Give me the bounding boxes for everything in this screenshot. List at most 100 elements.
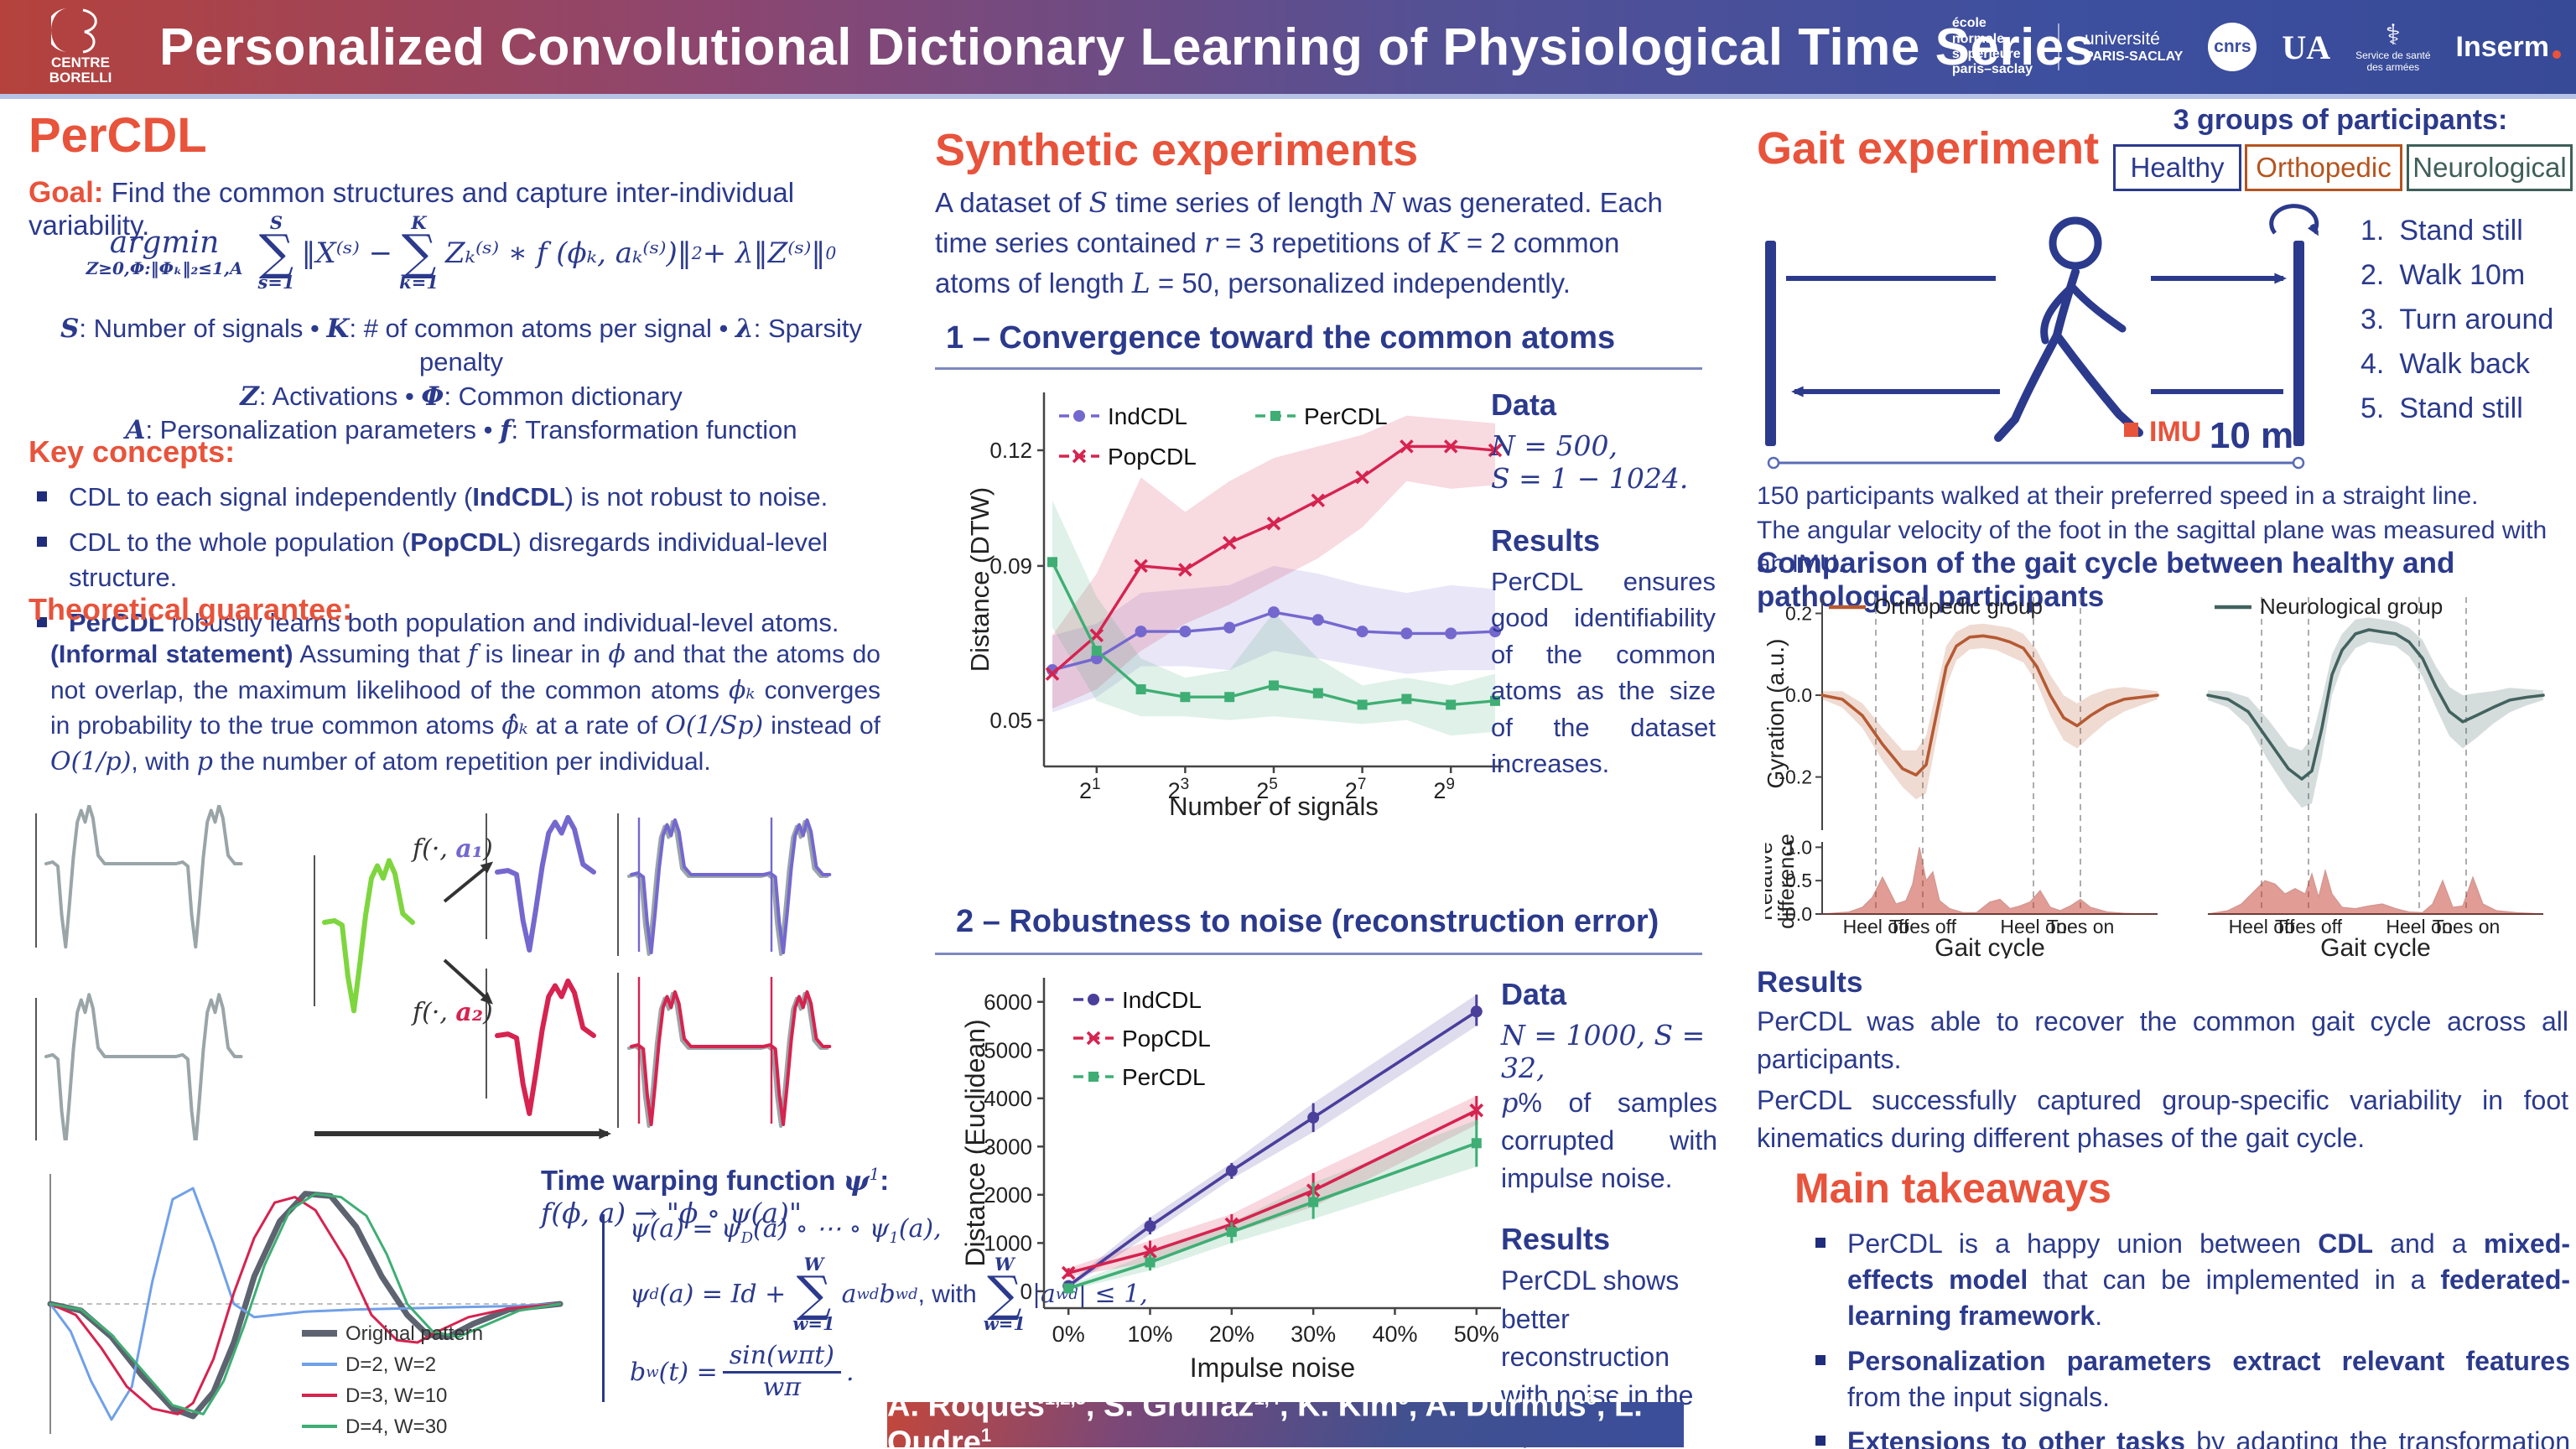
- svg-text:4000: 4000: [984, 1086, 1032, 1111]
- group-box-neurological: Neurological: [2407, 144, 2573, 191]
- percdl-title: PerCDL: [29, 108, 207, 163]
- warp-eq-1: ψ(a) = ψD(a) ∘ ⋯ ∘ ψ1(a),: [630, 1214, 942, 1247]
- protocol-text: 150 participants walked at their preferr…: [1757, 480, 2570, 582]
- theoretical-guarantee-label: Theoretical guarantee:: [29, 592, 353, 626]
- bullet-icon: [37, 616, 47, 627]
- svg-text:0.0: 0.0: [1785, 684, 1812, 706]
- protocol-step: 4. Walk back: [2360, 348, 2530, 380]
- synthetic-intro: A dataset of S time series of length N w…: [935, 186, 1663, 299]
- exp2-data-label: Data: [1501, 977, 1567, 1011]
- svg-text:30%: 30%: [1291, 1322, 1336, 1347]
- ens-paris-saclay-logo: école normale supérieure paris–saclay: [1951, 16, 2033, 77]
- gait-experiment-title: Gait experiment: [1757, 123, 2100, 174]
- exp1-results-text: PerCDL ensures good identifiability of t…: [1491, 567, 1716, 778]
- formula-definitions: S: Number of signals • K: # of common at…: [17, 312, 906, 447]
- exp2-data-block: Data N = 1000, S = 32, p% of samples cor…: [1501, 977, 1717, 1449]
- logo-separator: [2057, 23, 2059, 70]
- svg-text:IMU: IMU: [2149, 416, 2201, 448]
- svg-text:40%: 40%: [1372, 1322, 1417, 1347]
- takeaway-1: PerCDL is a happy union between CDL and …: [1847, 1228, 2571, 1332]
- takeaways-list: PerCDL is a happy union between CDL and …: [1815, 1226, 2570, 1449]
- groups-label: 3 groups of participants:: [2173, 104, 2508, 136]
- protocol-line1: 150 participants walked at their preferr…: [1757, 482, 2479, 510]
- key-concept-1: CDL to each signal independently (IndCDL…: [69, 482, 828, 512]
- svg-text:Heel off: Heel off: [1843, 916, 1909, 937]
- poster-title: Personalized Convolutional Dictionary Le…: [159, 18, 2094, 76]
- walking-protocol-diagram: IMU 10 m: [1765, 204, 2319, 470]
- atoms-illustration: [35, 805, 832, 1140]
- time-warping-chart: Original pattern D=2, W=2 D=3, W=10 D=4, W=…: [47, 1174, 564, 1438]
- svg-text:PerCDL: PerCDL: [1304, 403, 1388, 429]
- svg-text:0.0: 0.0: [1785, 903, 1812, 925]
- exp1-data-line2: S = 1 − 1024.: [1491, 462, 1689, 495]
- comparison-title: Comparison of the gait cycle between hea…: [1757, 547, 2455, 613]
- exp2-data-line1: N = 1000, S = 32,: [1501, 1019, 1706, 1084]
- gait-results-line1: PerCDL was able to recover the common ga…: [1757, 1006, 2568, 1075]
- exp1-data-label: Data: [1491, 387, 1557, 422]
- key-concepts-label: Key concepts:: [29, 434, 236, 469]
- svg-text:50%: 50%: [1454, 1322, 1499, 1347]
- bullet-icon: [37, 536, 47, 547]
- svg-text:1000: 1000: [984, 1230, 1032, 1255]
- ua-logo: UA: [2282, 28, 2331, 66]
- svg-text:Gait cycle: Gait cycle: [1935, 934, 2045, 958]
- bullet-icon: [1815, 1435, 1826, 1446]
- bullet-icon: [37, 491, 47, 501]
- theoretical-guarantee-text: (Informal statement) Assuming that f is …: [50, 640, 880, 776]
- protocol-step: 5. Stand still: [2360, 392, 2523, 424]
- svg-text:Distance (Euclidean): Distance (Euclidean): [960, 1019, 990, 1266]
- authors-text: A. Roques1,2,3, S. Gruffaz1,4, K. Kim5, …: [887, 1388, 1643, 1449]
- key-concept-3: PerCDL robustly learns both population a…: [69, 607, 839, 637]
- svg-text:Number of signals: Number of signals: [1169, 792, 1379, 821]
- bullet-icon: [1815, 1354, 1826, 1365]
- subsection-2-underline: [935, 953, 1702, 955]
- svg-text:Neurological group: Neurological group: [2260, 594, 2443, 619]
- svg-text:IndCDL: IndCDL: [1108, 403, 1187, 429]
- header-divider: [0, 94, 2576, 99]
- protocol-step: 2. Walk 10m: [2360, 259, 2526, 291]
- definition-line-2: penalty: [419, 347, 503, 377]
- svg-text:difference: difference: [1774, 834, 1799, 929]
- svg-text:PopCDL: PopCDL: [1122, 1026, 1211, 1052]
- svg-text:6000: 6000: [984, 989, 1032, 1015]
- key-concept-2: CDL to the whole population (PopCDL) dis…: [69, 527, 828, 592]
- exp1-data-line1: N = 500,: [1491, 429, 1618, 462]
- svg-text:Orthopedic group: Orthopedic group: [1874, 594, 2043, 619]
- definition-line-4: A: Personalization parameters • f: Trans…: [125, 414, 797, 445]
- goal-line: Goal: Find the common structures and cap…: [29, 176, 901, 242]
- protocol-step: 1. Stand still: [2360, 215, 2523, 247]
- svg-text:0: 0: [1021, 1279, 1032, 1304]
- svg-text:0.09: 0.09: [989, 553, 1032, 579]
- goal-text: Find the common structures and capture i…: [29, 177, 795, 241]
- takeaway-2: Personalization parameters extract relev…: [1847, 1345, 2570, 1412]
- svg-text:2000: 2000: [984, 1182, 1032, 1208]
- subsection-1-underline: [935, 367, 1702, 370]
- svg-text:D=2, W=2: D=2, W=2: [345, 1353, 436, 1376]
- transform-label-1: f(·, a₁): [413, 834, 493, 864]
- svg-text:PerCDL: PerCDL: [1122, 1064, 1206, 1090]
- svg-text:Toes off: Toes off: [1889, 916, 1957, 937]
- gait-results-label: Results: [1757, 966, 1863, 999]
- synthetic-experiments-title: Synthetic experiments: [935, 125, 1419, 175]
- header-bar: [0, 0, 2576, 94]
- logo-left-line2: BORELLI: [49, 69, 112, 86]
- definition-line-1: S: Number of signals • K: # of common at…: [60, 314, 862, 344]
- svg-text:21: 21: [1079, 776, 1101, 803]
- authors-bar: A. Roques1,2,3, S. Gruffaz1,4, K. Kim5, …: [887, 1388, 1684, 1449]
- gait-results-line2: PerCDL successfully captured group-speci…: [1757, 1085, 2568, 1154]
- partner-logos: école normale supérieure paris–saclay un…: [1952, 0, 2561, 94]
- svg-text:29: 29: [1433, 776, 1455, 803]
- bullet-icon: [1815, 1238, 1826, 1248]
- protocol-line2: The angular velocity of the foot in the …: [1757, 516, 2547, 579]
- svg-text:D=3, W=10: D=3, W=10: [345, 1384, 447, 1407]
- exp2-data-line2: p% of samples corrupted with impulse noi…: [1501, 1087, 1717, 1193]
- svg-text:Original pattern: Original pattern: [345, 1322, 483, 1345]
- svg-text:Relative: Relative: [1765, 842, 1777, 921]
- subsection-1-title: 1 – Convergence toward the common atoms: [946, 320, 1616, 356]
- warp-eq-2: ψ d (a) = Id + W ∑ w=1 a w d b w d, with W ∑ w=1 |a w d…: [630, 1254, 1148, 1335]
- svg-text:PopCDL: PopCDL: [1108, 444, 1197, 470]
- svg-text:0%: 0%: [1052, 1322, 1085, 1347]
- svg-text:1.0: 1.0: [1785, 836, 1812, 858]
